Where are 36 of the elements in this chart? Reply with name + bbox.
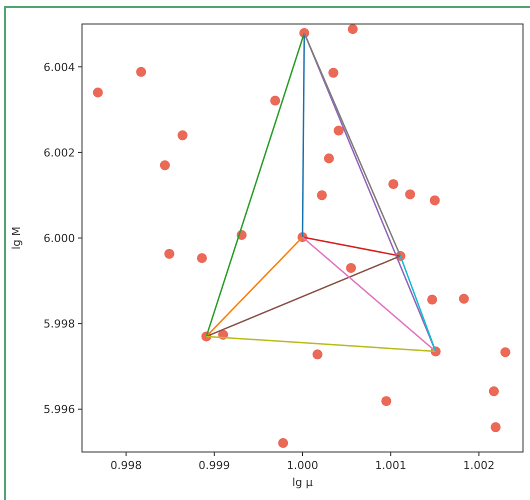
point [196,253,207,264]
x-axis-title: lg μ [292,476,313,489]
point [160,160,170,170]
point [334,126,344,136]
point [405,189,416,200]
point [270,96,280,106]
y-tick-label: 6.000 [44,232,75,245]
point [381,396,392,406]
x-tick-label: 1.000 [286,459,318,472]
point [427,294,438,305]
point [458,294,469,304]
point [490,422,501,432]
point [136,66,146,77]
point [164,248,174,259]
x-tick-label: 0.999 [198,459,230,472]
x-tick-label: 1.001 [374,459,406,472]
point [346,262,356,273]
y-axis-title: lg M [10,226,23,250]
point [312,349,322,360]
y-tick-label: 6.002 [44,146,75,160]
point [348,24,358,34]
point [316,190,327,200]
point [500,347,510,358]
point [328,68,338,78]
point [430,195,440,206]
point [388,179,398,190]
point [92,87,103,98]
y-tick-label: 5.996 [44,403,75,416]
x-tick-label: 1.002 [463,459,495,472]
point [488,386,499,396]
point [278,438,288,448]
y-tick-label: 6.004 [44,60,75,74]
x-tick-label: 0.998 [110,459,142,472]
y-tick-label: 5.998 [44,318,75,331]
point [324,153,334,164]
point [178,130,188,140]
